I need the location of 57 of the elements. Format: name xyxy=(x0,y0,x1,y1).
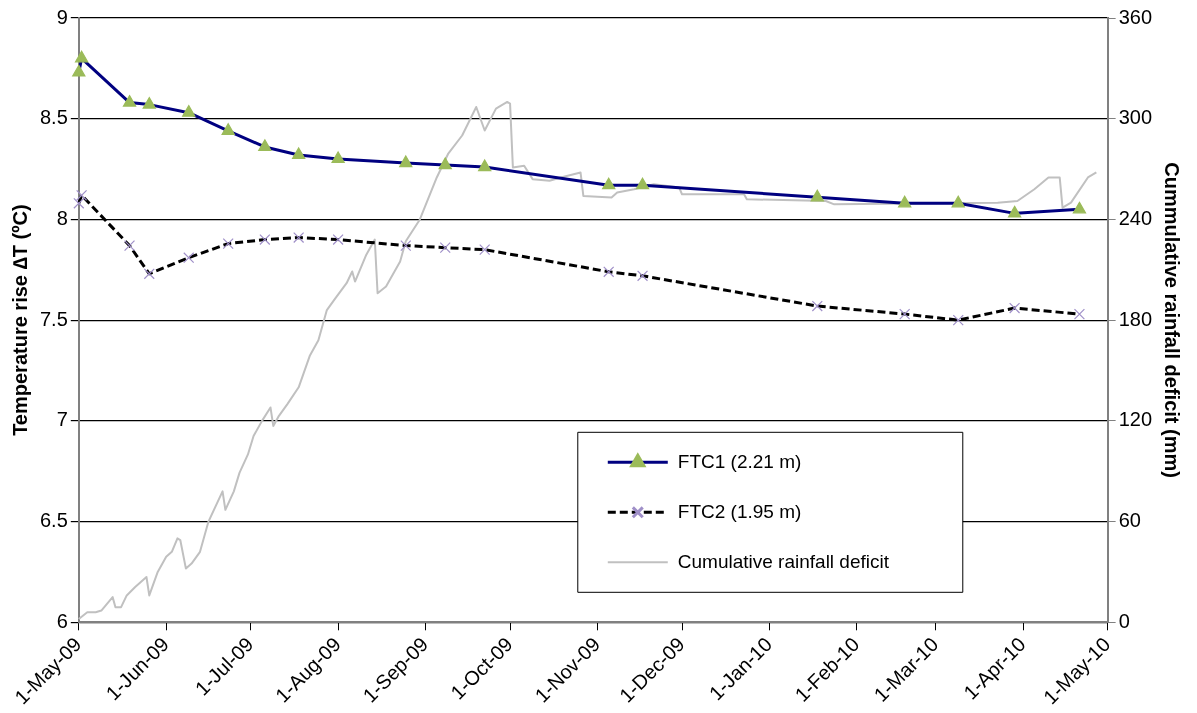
point xyxy=(603,266,615,278)
y-tick-label: 8 xyxy=(56,206,68,229)
point xyxy=(332,234,344,246)
point xyxy=(602,177,616,190)
y-tick-label: 8.5 xyxy=(39,106,68,129)
y-tick-label: 7 xyxy=(56,408,68,431)
y2-tick-label: 60 xyxy=(1118,509,1141,532)
point xyxy=(123,240,136,252)
y2-tick-label: 300 xyxy=(1118,106,1153,129)
point xyxy=(636,270,649,282)
point xyxy=(951,195,965,208)
y-tick-label: 6.5 xyxy=(39,509,68,532)
point xyxy=(72,64,86,77)
point xyxy=(1009,302,1021,314)
y-axis-title: Temperature rise ∆T (ºC) xyxy=(8,204,31,436)
legend-label: FTC1 (2.21 m) xyxy=(677,450,802,472)
point xyxy=(898,195,912,208)
point xyxy=(479,244,491,256)
y-tick-label: 6 xyxy=(56,609,68,632)
point xyxy=(811,300,823,312)
y-tick-label: 9 xyxy=(56,5,68,28)
point xyxy=(76,189,88,201)
y2-tick-label: 240 xyxy=(1118,206,1153,229)
point xyxy=(1073,308,1085,320)
point xyxy=(221,123,235,135)
y2-tick-label: 120 xyxy=(1118,408,1153,431)
point xyxy=(122,95,137,107)
point xyxy=(74,50,89,63)
y-tick-label: 7.5 xyxy=(39,307,68,330)
point xyxy=(293,232,305,244)
point xyxy=(292,147,306,160)
legend-label: Cumulative rainfall deficit xyxy=(677,550,890,572)
point xyxy=(183,252,195,264)
point xyxy=(810,189,824,202)
point xyxy=(635,177,650,190)
point xyxy=(438,157,452,170)
point xyxy=(899,308,911,320)
point xyxy=(1072,201,1087,214)
point xyxy=(331,151,345,164)
point xyxy=(142,97,156,109)
point xyxy=(222,238,234,250)
point xyxy=(73,197,85,209)
point xyxy=(952,314,964,326)
point xyxy=(400,240,412,252)
y2-axis-title: Cummulative rainfall deficit (mm) xyxy=(1161,162,1184,478)
point xyxy=(399,155,413,168)
point xyxy=(259,234,271,246)
y2-tick-label: 0 xyxy=(1118,609,1130,632)
y2-tick-label: 180 xyxy=(1118,307,1153,330)
point xyxy=(1007,205,1022,218)
point xyxy=(478,159,492,172)
point xyxy=(182,105,196,117)
y2-tick-label: 360 xyxy=(1118,5,1153,28)
legend-label: FTC2 (1.95 m) xyxy=(677,500,802,522)
point xyxy=(439,242,451,254)
point xyxy=(143,268,155,280)
point xyxy=(258,139,272,152)
